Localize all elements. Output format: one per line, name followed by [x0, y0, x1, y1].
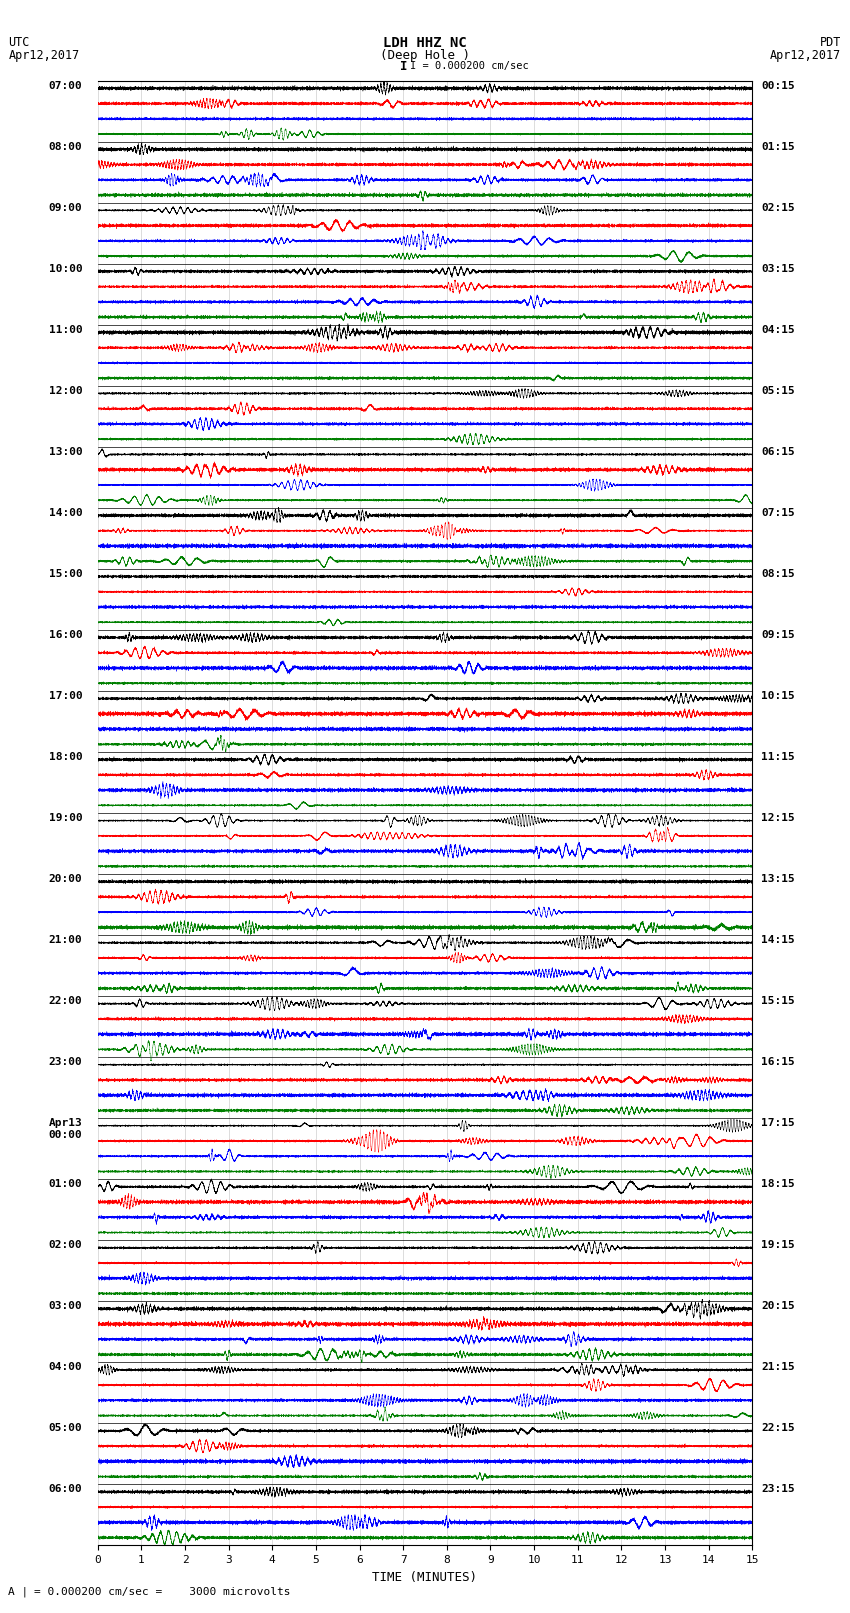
- Text: 15:00: 15:00: [48, 569, 82, 579]
- Text: 04:00: 04:00: [48, 1361, 82, 1373]
- Text: 14:15: 14:15: [761, 936, 795, 945]
- Text: 12:00: 12:00: [48, 386, 82, 395]
- Text: 17:00: 17:00: [48, 690, 82, 702]
- Text: 21:00: 21:00: [48, 936, 82, 945]
- Text: 01:15: 01:15: [761, 142, 795, 152]
- Text: 05:00: 05:00: [48, 1423, 82, 1434]
- Text: 09:00: 09:00: [48, 203, 82, 213]
- Text: 03:15: 03:15: [761, 265, 795, 274]
- Text: 22:00: 22:00: [48, 997, 82, 1007]
- Text: 20:15: 20:15: [761, 1302, 795, 1311]
- Text: I: I: [400, 60, 407, 74]
- Text: 13:15: 13:15: [761, 874, 795, 884]
- Text: 13:00: 13:00: [48, 447, 82, 456]
- Text: LDH HHZ NC: LDH HHZ NC: [383, 37, 467, 50]
- Text: 23:00: 23:00: [48, 1057, 82, 1068]
- Text: 19:15: 19:15: [761, 1240, 795, 1250]
- Text: (Deep Hole ): (Deep Hole ): [380, 50, 470, 63]
- Text: 04:15: 04:15: [761, 324, 795, 336]
- Text: 08:15: 08:15: [761, 569, 795, 579]
- Text: 08:00: 08:00: [48, 142, 82, 152]
- Text: 01:00: 01:00: [48, 1179, 82, 1189]
- Text: 18:15: 18:15: [761, 1179, 795, 1189]
- Text: 09:15: 09:15: [761, 631, 795, 640]
- Text: 07:15: 07:15: [761, 508, 795, 518]
- X-axis label: TIME (MINUTES): TIME (MINUTES): [372, 1571, 478, 1584]
- Text: 05:15: 05:15: [761, 386, 795, 395]
- Text: 02:15: 02:15: [761, 203, 795, 213]
- Text: 03:00: 03:00: [48, 1302, 82, 1311]
- Text: I = 0.000200 cm/sec: I = 0.000200 cm/sec: [410, 61, 529, 71]
- Text: 12:15: 12:15: [761, 813, 795, 823]
- Text: 23:15: 23:15: [761, 1484, 795, 1494]
- Text: 11:15: 11:15: [761, 752, 795, 761]
- Text: 16:15: 16:15: [761, 1057, 795, 1068]
- Text: 06:00: 06:00: [48, 1484, 82, 1494]
- Text: A |: A |: [8, 1586, 29, 1597]
- Text: 19:00: 19:00: [48, 813, 82, 823]
- Text: 16:00: 16:00: [48, 631, 82, 640]
- Text: Apr13
00:00: Apr13 00:00: [48, 1118, 82, 1140]
- Text: 22:15: 22:15: [761, 1423, 795, 1434]
- Text: UTC: UTC: [8, 37, 30, 50]
- Text: 07:00: 07:00: [48, 81, 82, 90]
- Text: 00:15: 00:15: [761, 81, 795, 90]
- Text: 11:00: 11:00: [48, 324, 82, 336]
- Text: Apr12,2017: Apr12,2017: [8, 50, 80, 63]
- Text: 20:00: 20:00: [48, 874, 82, 884]
- Text: 21:15: 21:15: [761, 1361, 795, 1373]
- Text: 10:15: 10:15: [761, 690, 795, 702]
- Text: 02:00: 02:00: [48, 1240, 82, 1250]
- Text: = 0.000200 cm/sec =    3000 microvolts: = 0.000200 cm/sec = 3000 microvolts: [34, 1587, 291, 1597]
- Text: 17:15: 17:15: [761, 1118, 795, 1127]
- Text: 15:15: 15:15: [761, 997, 795, 1007]
- Text: 10:00: 10:00: [48, 265, 82, 274]
- Text: 06:15: 06:15: [761, 447, 795, 456]
- Text: PDT: PDT: [820, 37, 842, 50]
- Text: Apr12,2017: Apr12,2017: [770, 50, 842, 63]
- Text: 14:00: 14:00: [48, 508, 82, 518]
- Text: 18:00: 18:00: [48, 752, 82, 761]
